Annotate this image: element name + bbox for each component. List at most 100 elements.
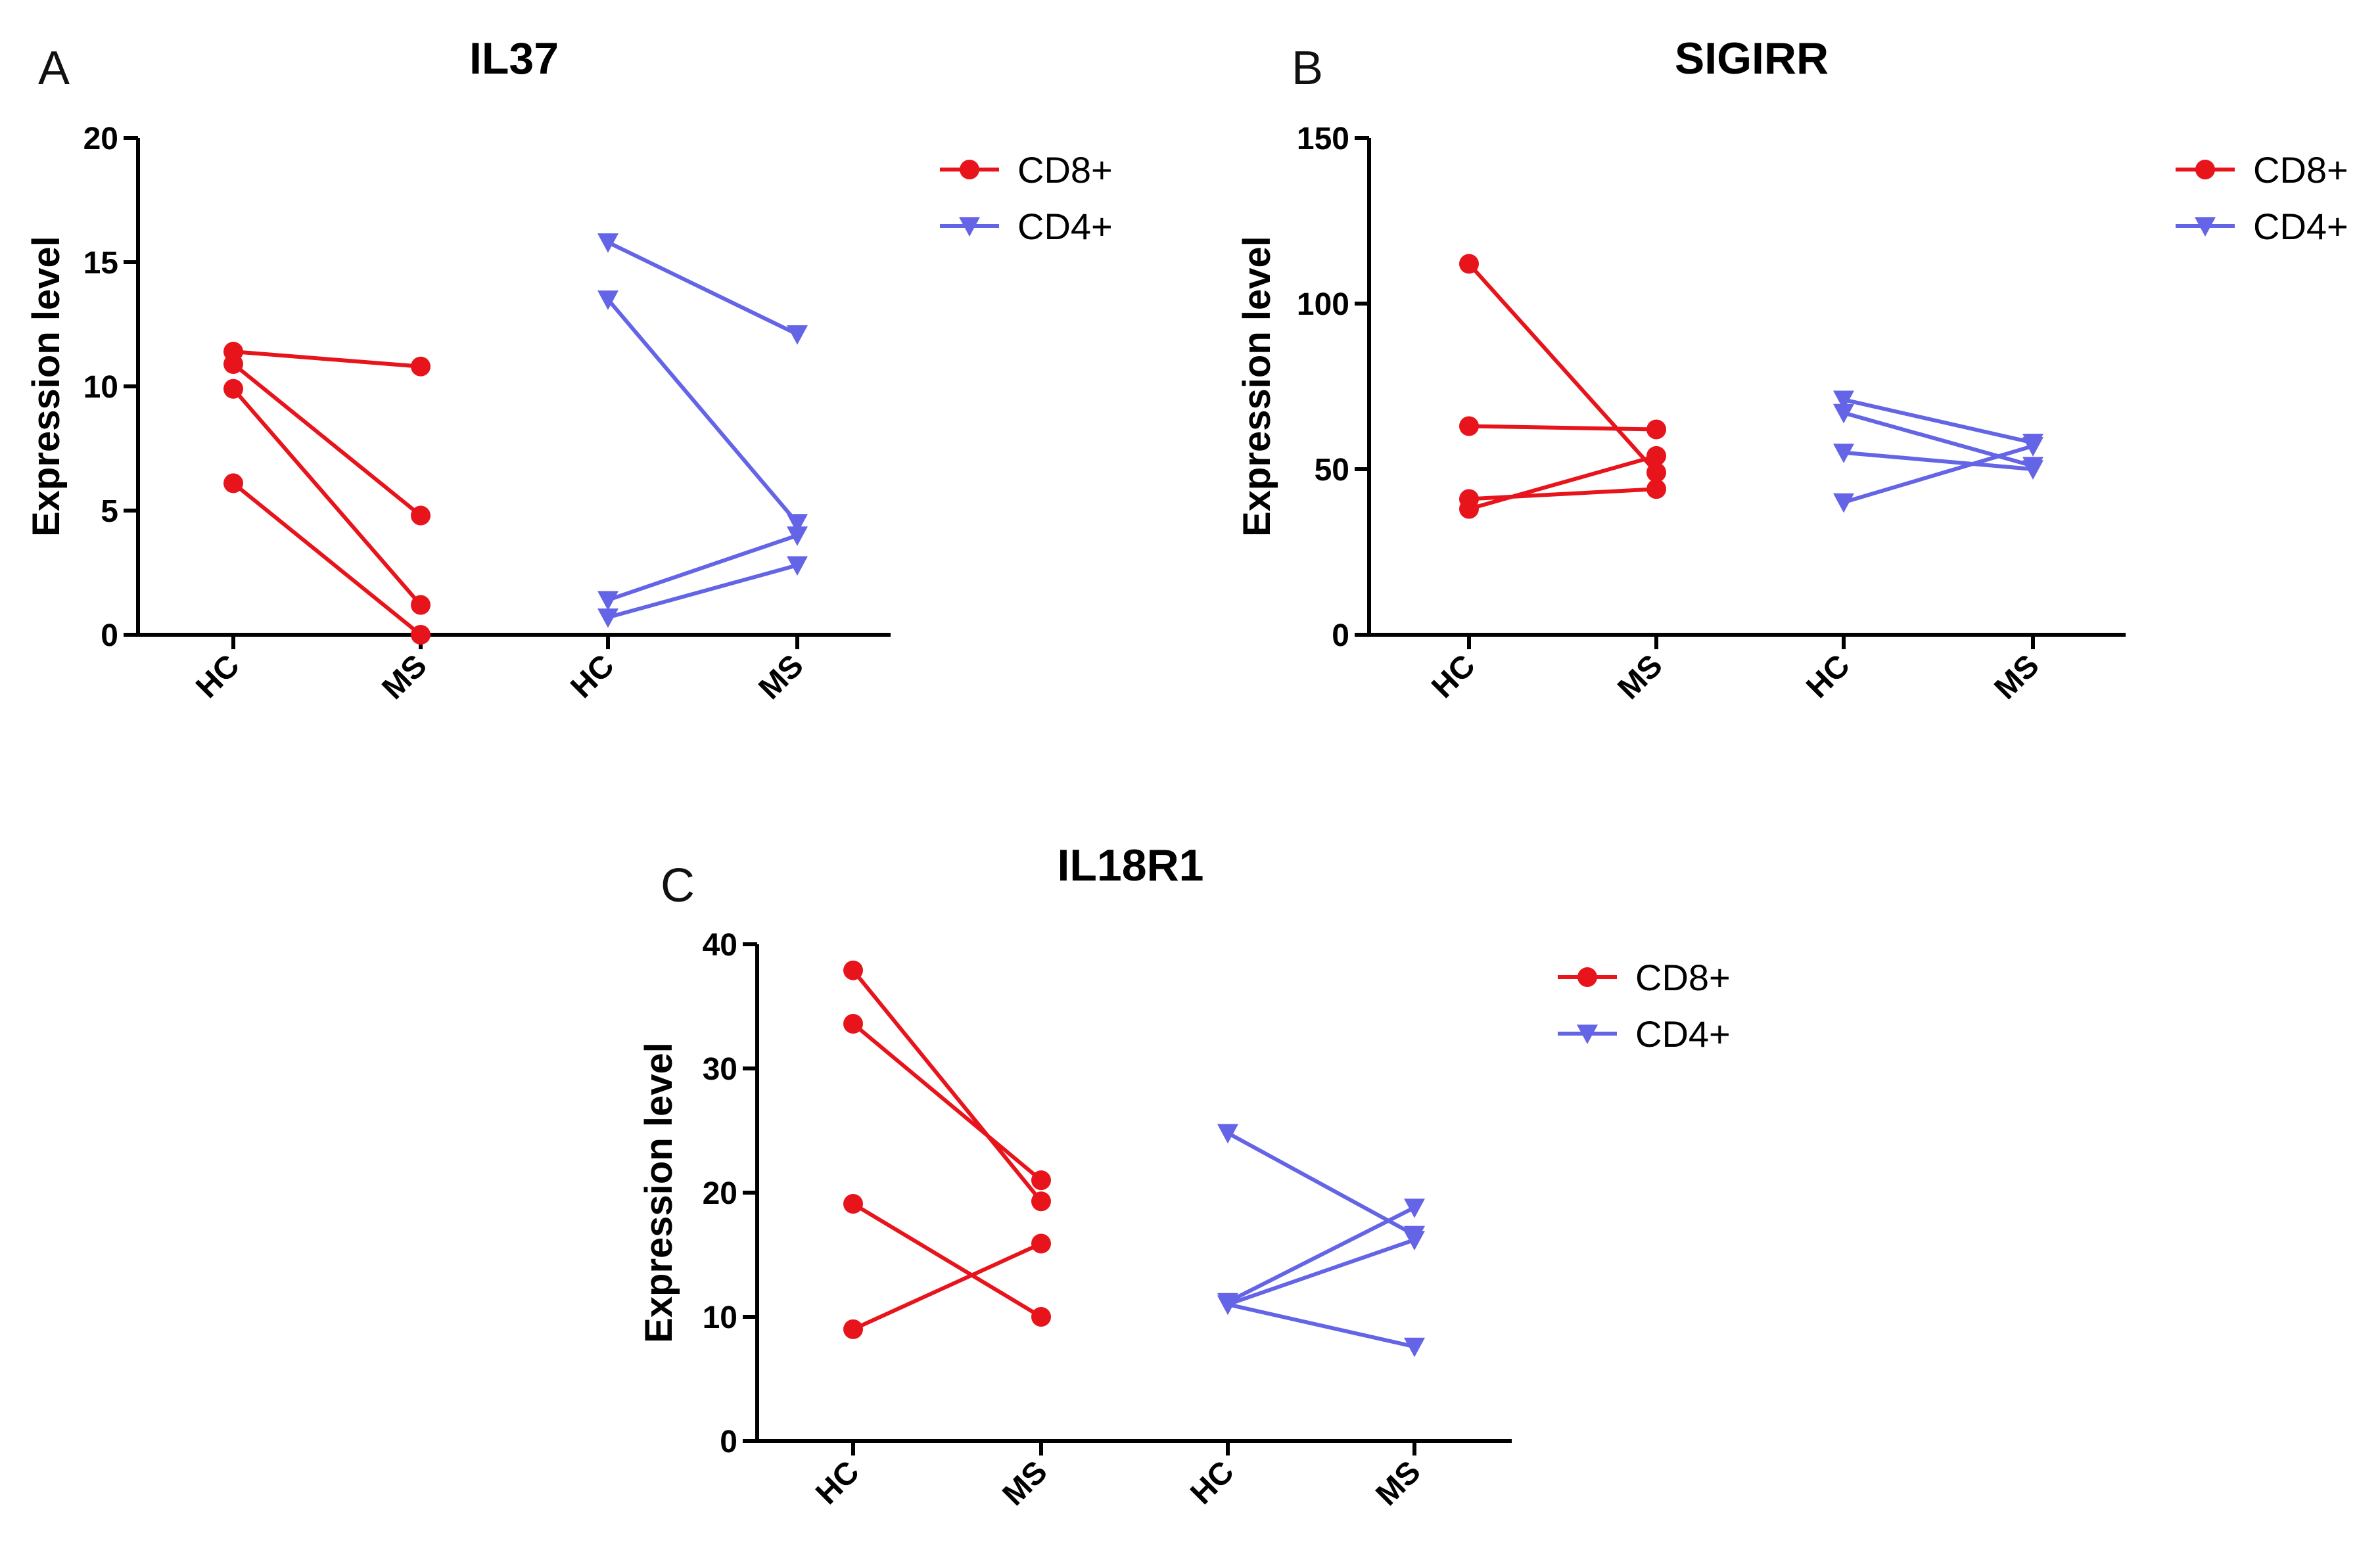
data-point [1404,1199,1425,1218]
x-tick-label: HC [1800,648,1856,704]
series-line [231,387,423,607]
data-point [597,591,618,611]
series-line [606,298,799,524]
data-point [1217,1295,1238,1316]
data-point [1833,444,1854,463]
chart-panel-a: A IL37 0 5 10 15 20 Expression level HC MS HC MS CD8… [25,34,1113,706]
series-line [1843,450,2034,471]
legend-label: CD8+ [1635,957,1731,998]
y-tick-label: 10 [83,370,118,405]
data-point [597,608,618,628]
data-point [1459,499,1479,519]
data-point [1031,1307,1051,1327]
data-point [223,473,243,493]
chart-title: SIGIRR [1675,34,1829,83]
x-tick-label: HC [564,648,620,704]
data-point [787,514,808,534]
series-line [1468,487,1657,501]
legend-entry: CD8+ [2176,149,2348,191]
data-point [1833,390,1854,411]
data-point [1646,446,1666,466]
data-point [1404,1231,1425,1250]
legend-entry: CD8+ [940,149,1113,191]
y-axis-label: Expression level [638,1042,680,1343]
data-point [1031,1233,1051,1254]
data-point [2022,460,2043,480]
y-tick-label: 20 [703,1176,737,1211]
y-tick-label: 0 [101,618,118,653]
data-point [1833,403,1854,424]
chart-panel-c: C IL18R1 0 10 20 30 40 Expression level HC MS HC MS… [638,840,1731,1513]
series-line [851,969,1043,1203]
y-tick-label: 150 [1297,122,1349,156]
legend-label: CD4+ [1017,206,1113,247]
series-line [852,1022,1042,1182]
data-point [1404,1337,1425,1358]
series-line [1467,262,1658,474]
series-line [852,1241,1042,1331]
panel-letter: C [661,859,695,912]
y-tick-label: 5 [101,494,118,529]
y-tick-label: 0 [1332,618,1349,653]
chart-title: IL37 [469,34,559,83]
panel-letter: B [1292,42,1323,95]
data-point [1646,419,1666,440]
series-line [1468,424,1657,432]
legend-label: CD8+ [2253,149,2348,191]
legend-marker [1577,967,1597,987]
y-axis-label: Expression level [1236,236,1278,537]
series-line [1843,444,2034,505]
legend-marker [2195,160,2215,179]
series-line [1227,1302,1415,1349]
data-point [411,625,431,645]
legend-entry: CD4+ [2176,206,2348,247]
series-line [1226,1131,1416,1237]
x-tick-label: MS [1369,1454,1427,1512]
data-point [787,556,808,576]
series-line [233,350,421,369]
series-cd4 [597,233,808,628]
data-point [411,595,431,615]
data-point [843,960,863,980]
data-point [597,233,618,253]
data-point [1833,493,1854,513]
series-line [1468,453,1657,511]
y-tick-label: 10 [703,1300,737,1335]
y-tick-label: 15 [83,246,118,281]
x-tick-label: MS [752,648,810,706]
data-point [597,290,618,310]
legend-entry: CD4+ [940,206,1113,247]
data-point [2022,437,2043,457]
legend-entry: CD4+ [1558,1013,1731,1055]
x-tick-label: HC [809,1454,866,1511]
data-point [1459,416,1479,436]
data-point [223,378,243,399]
legend-marker [959,217,980,237]
legend-label: CD4+ [2253,206,2348,247]
series-line [852,1202,1042,1319]
series-cd8 [223,342,431,645]
series-cd8 [843,960,1051,1339]
series-cd8 [1459,254,1666,519]
panel-letter: A [38,42,70,95]
x-tick-label: HC [189,648,246,704]
y-tick-label: 100 [1297,287,1349,322]
data-point [411,505,431,526]
series-line [1226,1206,1416,1304]
data-point [1459,254,1479,274]
series-cd4 [1217,1124,1425,1358]
data-point [411,356,431,377]
series-line [232,482,422,637]
legend-entry: CD8+ [1558,957,1731,998]
legend-marker [2195,217,2216,237]
x-tick-label: MS [996,1454,1054,1512]
data-point [1217,1124,1238,1144]
x-tick-label: HC [1184,1454,1240,1511]
data-point [843,1013,863,1034]
series-line [232,362,422,517]
data-point [787,325,808,345]
x-tick-label: HC [1425,648,1482,704]
data-point [1646,479,1666,499]
data-point [1646,463,1666,483]
y-tick-label: 50 [1315,453,1349,488]
